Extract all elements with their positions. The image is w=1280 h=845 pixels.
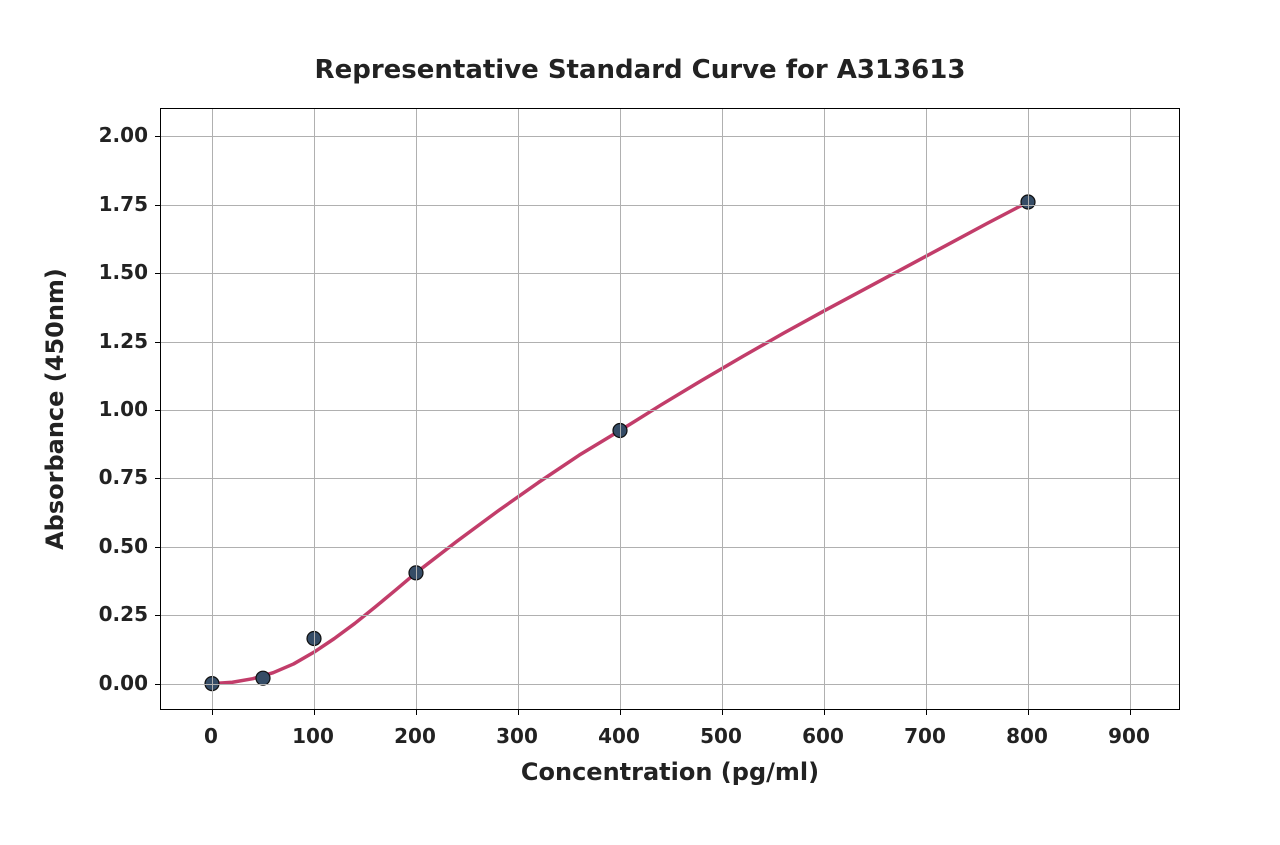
gridline-vertical <box>620 109 621 709</box>
y-tick <box>155 615 161 616</box>
x-tick-label: 700 <box>904 724 946 748</box>
y-tick-label: 0.75 <box>88 465 148 489</box>
gridline-vertical <box>1028 109 1029 709</box>
x-tick <box>212 709 213 715</box>
x-tick-label: 600 <box>802 724 844 748</box>
gridline-vertical <box>1130 109 1131 709</box>
gridline-horizontal <box>161 547 1179 548</box>
x-tick <box>1028 709 1029 715</box>
x-tick-label: 200 <box>394 724 436 748</box>
gridline-vertical <box>212 109 213 709</box>
y-tick <box>155 205 161 206</box>
gridline-vertical <box>926 109 927 709</box>
x-tick <box>926 709 927 715</box>
gridline-horizontal <box>161 273 1179 274</box>
gridline-vertical <box>518 109 519 709</box>
x-tick <box>416 709 417 715</box>
y-tick-label: 0.25 <box>88 602 148 626</box>
x-tick <box>722 709 723 715</box>
x-tick <box>1130 709 1131 715</box>
gridline-vertical <box>314 109 315 709</box>
x-tick <box>518 709 519 715</box>
y-tick <box>155 684 161 685</box>
gridline-horizontal <box>161 478 1179 479</box>
y-tick-label: 1.25 <box>88 329 148 353</box>
x-tick-label: 500 <box>700 724 742 748</box>
y-tick-label: 1.50 <box>88 260 148 284</box>
gridline-vertical <box>722 109 723 709</box>
x-tick <box>620 709 621 715</box>
gridline-horizontal <box>161 136 1179 137</box>
gridline-vertical <box>824 109 825 709</box>
x-tick-label: 400 <box>598 724 640 748</box>
y-tick <box>155 136 161 137</box>
gridline-vertical <box>416 109 417 709</box>
x-tick-label: 800 <box>1006 724 1048 748</box>
x-tick <box>824 709 825 715</box>
y-tick-label: 2.00 <box>88 123 148 147</box>
gridline-horizontal <box>161 205 1179 206</box>
y-tick-label: 1.75 <box>88 192 148 216</box>
plot-area <box>160 108 1180 710</box>
x-tick-label: 100 <box>292 724 334 748</box>
x-axis-label: Concentration (pg/ml) <box>521 758 819 786</box>
y-tick <box>155 547 161 548</box>
y-tick <box>155 410 161 411</box>
gridline-horizontal <box>161 615 1179 616</box>
y-tick-label: 0.00 <box>88 671 148 695</box>
y-tick <box>155 273 161 274</box>
gridline-horizontal <box>161 684 1179 685</box>
y-tick-label: 1.00 <box>88 397 148 421</box>
gridline-horizontal <box>161 342 1179 343</box>
x-tick-label: 900 <box>1108 724 1150 748</box>
x-tick-label: 300 <box>496 724 538 748</box>
y-tick <box>155 342 161 343</box>
x-tick <box>314 709 315 715</box>
y-axis-label: Absorbance (450nm) <box>41 268 69 550</box>
x-tick-label: 0 <box>204 724 218 748</box>
y-tick <box>155 478 161 479</box>
gridline-horizontal <box>161 410 1179 411</box>
figure: Representative Standard Curve for A31361… <box>0 0 1280 845</box>
chart-title: Representative Standard Curve for A31361… <box>0 55 1280 85</box>
y-tick-label: 0.50 <box>88 534 148 558</box>
